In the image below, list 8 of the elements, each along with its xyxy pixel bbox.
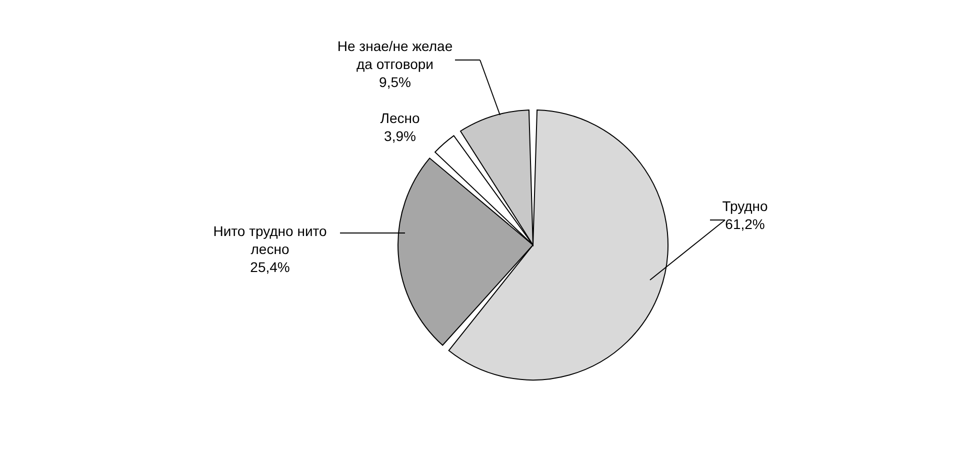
slice-label: Трудно <box>722 198 768 214</box>
slice-label: Лесно <box>380 110 420 126</box>
data-label: 61,2% <box>725 216 765 232</box>
data-label: 25,4% <box>250 259 290 275</box>
slice-label: Нито трудно нито лесно <box>213 223 328 257</box>
data-label: 3,9% <box>384 128 416 144</box>
data-label: 9,5% <box>379 74 411 90</box>
legend-label: Не знае/не желае да отговори <box>337 38 453 72</box>
